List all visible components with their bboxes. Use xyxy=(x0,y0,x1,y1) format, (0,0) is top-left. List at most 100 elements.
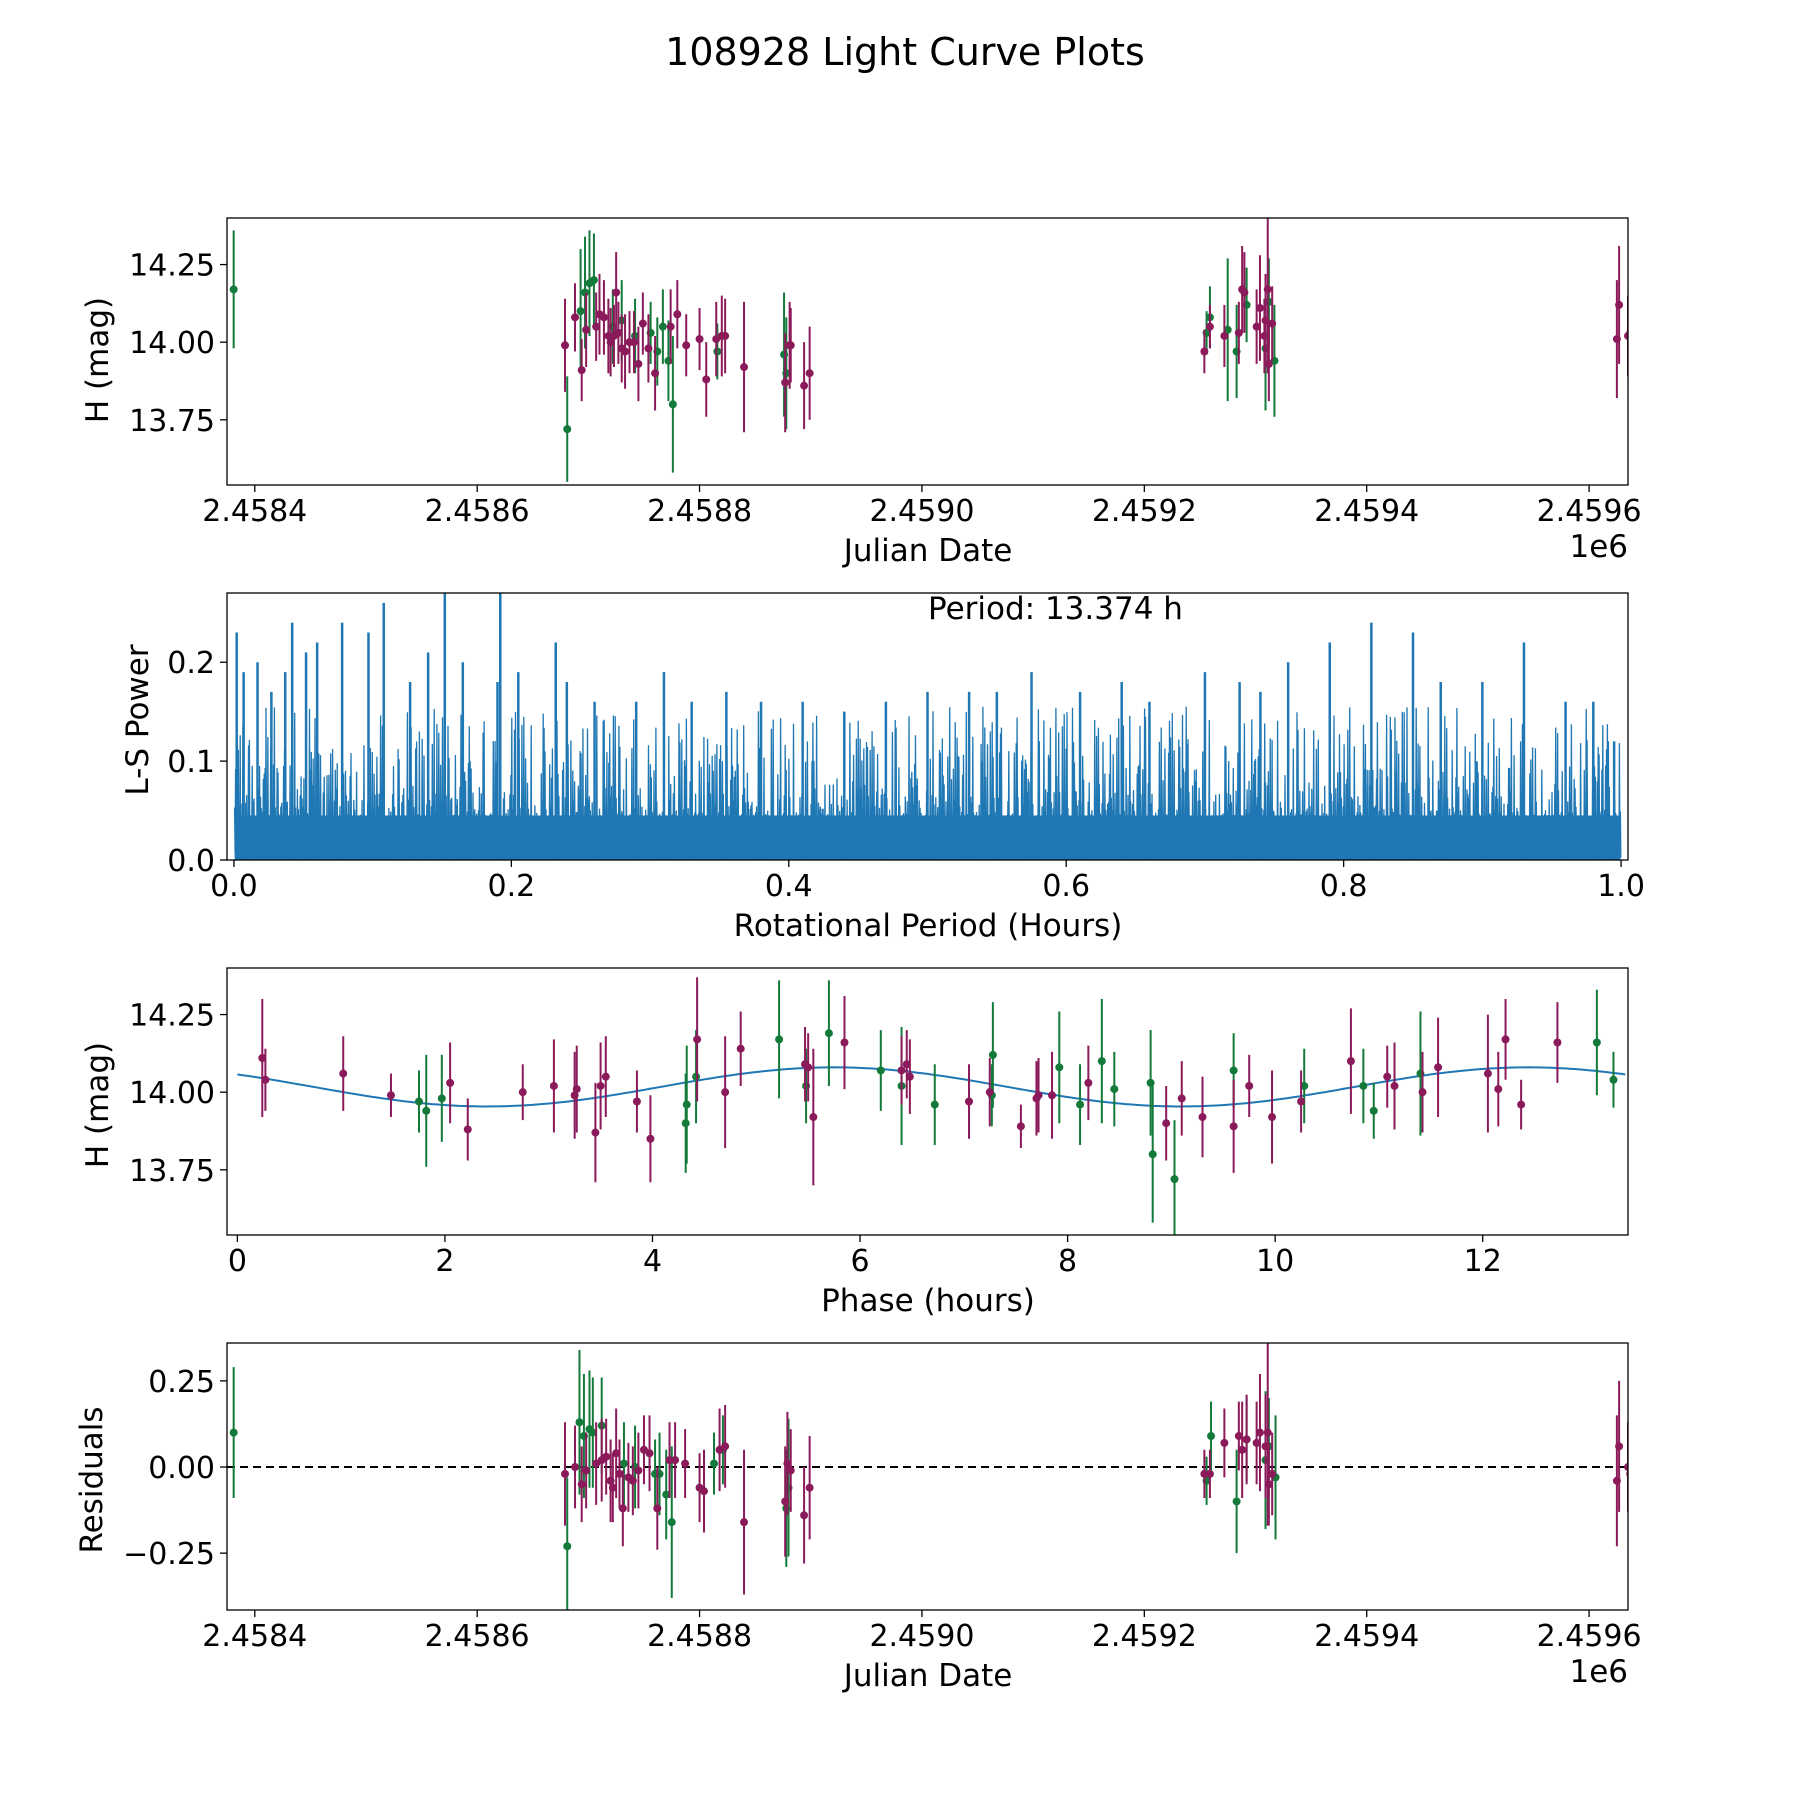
r-data-point xyxy=(1255,1428,1264,1437)
periodogram-xlabel: Rotational Period (Hours) xyxy=(734,908,1123,944)
g-data-point xyxy=(1359,1081,1368,1090)
r-data-point xyxy=(1242,1435,1251,1444)
lightcurve-xlabel: Julian Date xyxy=(842,533,1013,569)
r-data-point xyxy=(805,1483,814,1492)
r-data-point xyxy=(591,1128,600,1137)
x-tick-label: 2.4596 xyxy=(1537,494,1642,529)
r-data-point xyxy=(800,381,809,390)
r-data-point xyxy=(740,1518,749,1527)
r-data-point xyxy=(615,1469,624,1478)
g-data-point xyxy=(775,1035,784,1044)
g-data-point xyxy=(681,1119,690,1128)
r-data-point xyxy=(1016,1122,1025,1131)
g-data-point xyxy=(563,425,572,434)
r-data-point xyxy=(646,1134,655,1143)
g-data-point xyxy=(710,1459,719,1468)
x-tick-label: 12 xyxy=(1464,1244,1502,1279)
x-tick-label: 0.8 xyxy=(1320,869,1368,904)
periodogram-panel: L-S Power Rotational Period (Hours) Peri… xyxy=(120,591,1645,944)
g-data-point xyxy=(422,1106,431,1115)
g-data-point xyxy=(662,1490,671,1499)
r-data-point xyxy=(665,1456,674,1465)
r-data-point xyxy=(1198,1113,1207,1122)
r-data-point xyxy=(1220,1438,1229,1447)
r-data-point xyxy=(1268,1113,1277,1122)
r-data-point xyxy=(781,378,790,387)
r-data-point xyxy=(651,369,660,378)
r-data-point xyxy=(608,1483,617,1492)
g-data-point xyxy=(930,1100,939,1109)
r-data-point xyxy=(1238,1445,1247,1454)
r-data-point xyxy=(582,325,591,334)
g-data-point xyxy=(1630,326,1638,334)
g-data-point xyxy=(1076,1100,1085,1109)
r-data-point xyxy=(644,344,653,353)
r-data-point xyxy=(634,359,643,368)
x-tick-label: 4 xyxy=(643,1244,662,1279)
x-tick-label: 0.4 xyxy=(765,869,813,904)
g-data-point xyxy=(668,400,677,409)
r-data-point xyxy=(1624,1463,1628,1472)
r-data-point xyxy=(606,338,615,347)
r-data-point xyxy=(614,328,623,337)
r-data-point xyxy=(1264,359,1273,368)
g-data-point xyxy=(1055,1063,1064,1072)
r-data-point xyxy=(446,1078,455,1087)
r-data-point xyxy=(682,341,691,350)
r-data-point xyxy=(601,1072,610,1081)
r-data-point xyxy=(786,1466,795,1475)
g-data-point xyxy=(658,322,667,331)
r-data-point xyxy=(582,1466,591,1475)
g-data-point xyxy=(589,276,598,285)
y-tick-label: 14.25 xyxy=(129,249,215,284)
g-data-point xyxy=(581,288,590,297)
g-data-point xyxy=(1232,1497,1241,1506)
g-data-point xyxy=(575,1418,584,1427)
r-data-point xyxy=(1268,1469,1277,1478)
r-data-point xyxy=(1205,1469,1214,1478)
r-data-point xyxy=(258,1054,267,1063)
x-tick-label: 2.4592 xyxy=(1092,494,1197,529)
r-data-point xyxy=(1483,1069,1492,1078)
r-data-point xyxy=(897,1066,906,1075)
r-data-point xyxy=(786,341,795,350)
x-tick-label: 2.4594 xyxy=(1314,494,1419,529)
x-tick-label: 8 xyxy=(1058,1244,1077,1279)
x-tick-label: 2 xyxy=(435,1244,454,1279)
g-data-point xyxy=(667,1518,676,1527)
r-data-point xyxy=(905,1072,914,1081)
r-data-point xyxy=(985,1088,994,1097)
r-data-point xyxy=(1252,322,1261,331)
r-data-point xyxy=(1245,1081,1254,1090)
g-data-point xyxy=(229,1428,238,1437)
r-data-point xyxy=(1234,1432,1243,1441)
g-data-point xyxy=(229,285,238,294)
x-tick-label: 2.4596 xyxy=(1537,1619,1642,1654)
g-data-point xyxy=(692,1072,701,1081)
r-data-point xyxy=(577,1480,586,1489)
r-data-point xyxy=(671,1456,680,1465)
r-data-point xyxy=(840,1038,849,1047)
g-data-point xyxy=(414,1097,423,1106)
y-tick-label: 14.00 xyxy=(129,326,215,361)
periodogram-axes-frame xyxy=(226,592,1629,861)
r-data-point xyxy=(740,363,749,372)
r-data-point xyxy=(1418,1088,1427,1097)
y-tick-label: 0.25 xyxy=(148,1365,215,1400)
r-data-point xyxy=(1220,331,1229,340)
g-data-point xyxy=(1369,1106,1378,1115)
r-data-point xyxy=(809,1113,818,1122)
r-data-point xyxy=(592,322,601,331)
y-tick-label: −0.25 xyxy=(123,1537,215,1572)
x-tick-label: 2.4594 xyxy=(1314,1619,1419,1654)
r-data-point xyxy=(339,1069,348,1078)
g-data-point xyxy=(1592,1038,1601,1047)
r-data-point xyxy=(549,1081,558,1090)
y-tick-label: 0.1 xyxy=(167,745,215,780)
y-tick-label: 0.00 xyxy=(148,1451,215,1486)
x-tick-label: 0.2 xyxy=(488,869,536,904)
r-data-point xyxy=(571,1463,580,1472)
r-data-point xyxy=(805,369,814,378)
y-tick-label: 14.25 xyxy=(129,999,215,1034)
periodogram-plot-area xyxy=(233,593,1622,860)
